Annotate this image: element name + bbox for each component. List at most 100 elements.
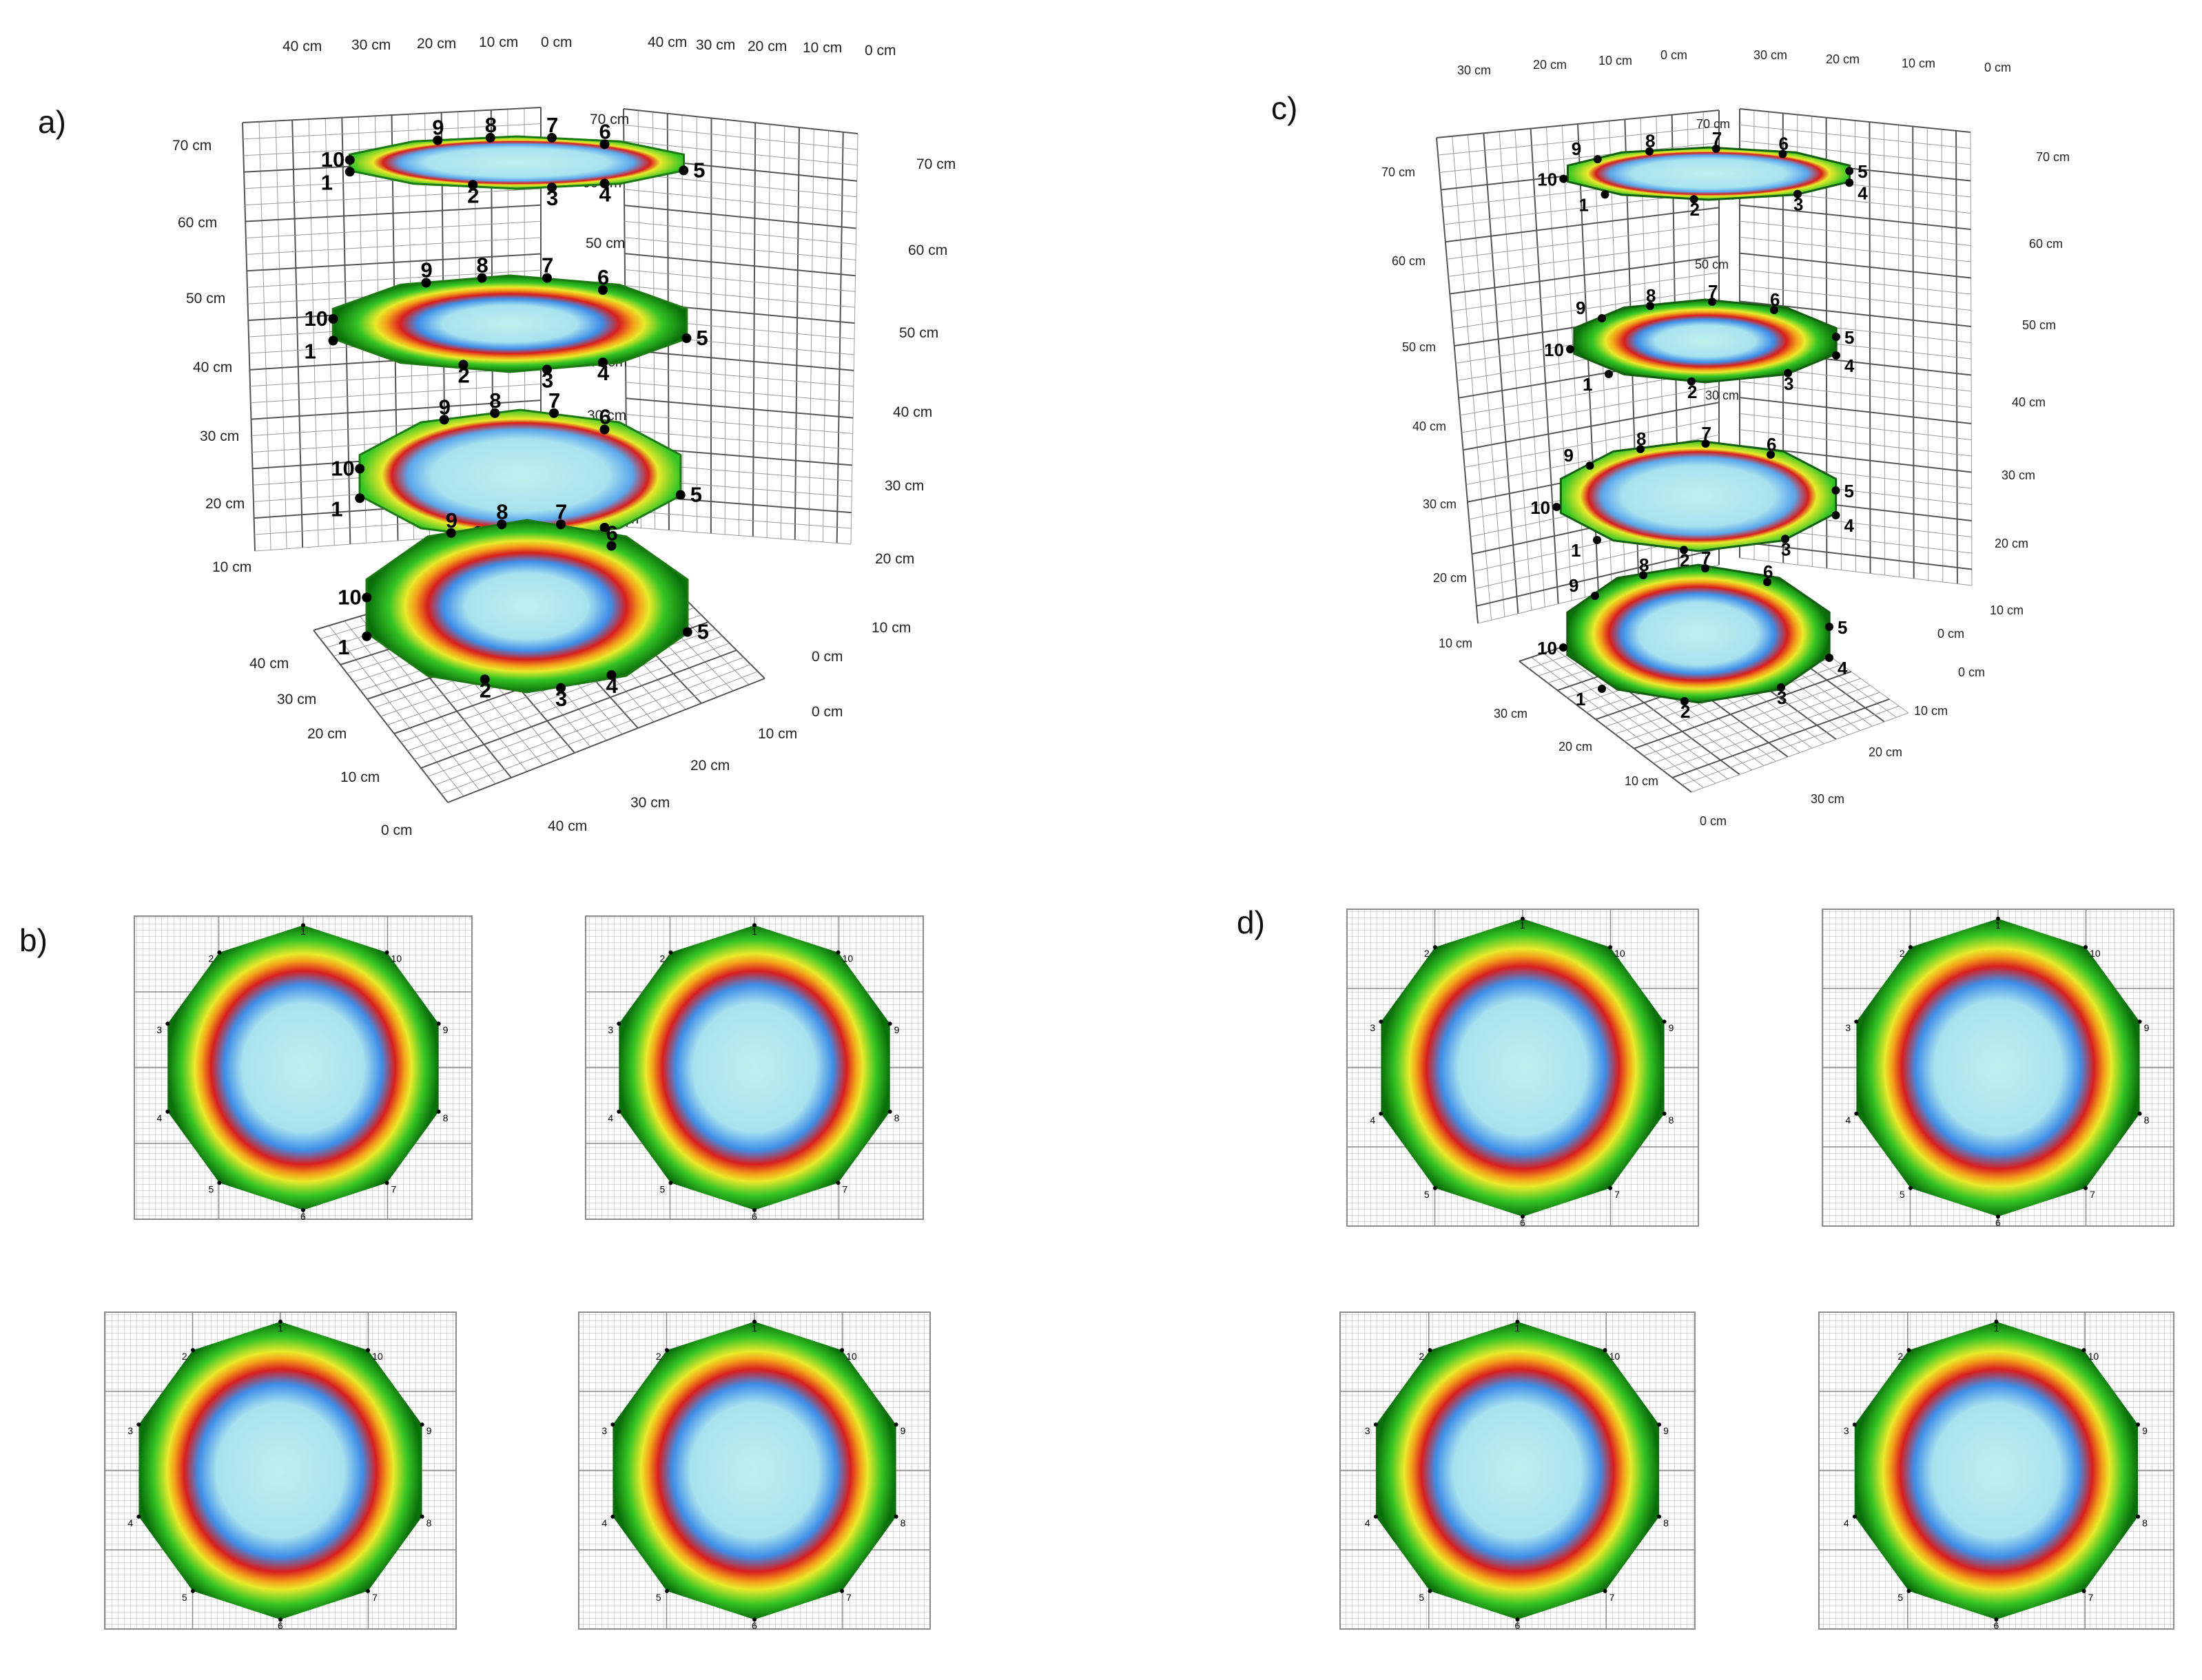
sensor-number: 10 (338, 585, 361, 610)
panel-a-3d-plot: 40 cm 30 cm 20 cm 10 cm 0 cm 40 cm 30 cm 20 cm 1… (172, 34, 956, 838)
sensor-marker (610, 1514, 615, 1519)
sensor-number: 6 (1767, 434, 1776, 455)
sensor-marker (1906, 1588, 1911, 1593)
axis-tick-label: 40 cm (1412, 419, 1446, 433)
sensor-number: 8 (1646, 285, 1656, 306)
sensor-marker (752, 923, 757, 928)
sensor-marker (1559, 174, 1568, 183)
sensor-marker (1852, 1514, 1857, 1519)
sensor-marker (1598, 685, 1606, 693)
sensor-number: 7 (555, 499, 567, 523)
sensor-marker (384, 1181, 389, 1185)
sensor-number: 7 (391, 1183, 397, 1194)
sensor-marker (1680, 697, 1689, 705)
axis-tick-label: 0 cm (865, 43, 896, 59)
sensor-marker (480, 674, 490, 685)
sensor-number: 8 (1639, 554, 1649, 575)
axis-tick-label: 10 cm (758, 726, 797, 742)
axis-tick-label: 20 cm (748, 39, 787, 54)
axis-tick-label: 60 cm (178, 215, 217, 231)
sensor-marker (668, 1181, 673, 1185)
sensor-marker (1908, 1185, 1913, 1190)
sensor-marker (1645, 147, 1654, 156)
sensor-number: 3 (1370, 1022, 1375, 1033)
sensor-marker (1662, 1111, 1667, 1116)
sensor-marker (1708, 298, 1716, 306)
sensor-number: 2 (182, 1351, 187, 1362)
sensor-number: 10 (1537, 169, 1557, 190)
sensor-marker (1680, 546, 1688, 554)
sensor-marker (1793, 189, 1802, 198)
sensor-marker (1778, 149, 1787, 158)
axis-tick-label: 10 cm (1439, 636, 1472, 650)
sensor-number: 4 (608, 1112, 613, 1123)
sensor-number: 10 (1609, 1351, 1620, 1362)
sensor-number: 2 (1897, 1351, 1903, 1362)
sensor-marker (1994, 1319, 1999, 1324)
sensor-number: 7 (2088, 1592, 2094, 1603)
sensor-marker (433, 135, 443, 145)
axis-tick-label: 40 cm (893, 404, 932, 420)
sensor-marker (362, 631, 372, 641)
sensor-number: 7 (846, 1592, 852, 1603)
panel-d-map-1: 1 10 9 8 7 6 5 4 3 2 (1346, 909, 1699, 1228)
sensor-number: 5 (690, 483, 702, 507)
panel-label-b: b) (19, 922, 48, 958)
sensor-number: 2 (1690, 199, 1700, 220)
axis-tick-label: 20 cm (690, 758, 730, 774)
sensor-marker (598, 285, 608, 295)
sensor-marker (1854, 1019, 1859, 1024)
sensor-number: 2 (1424, 948, 1430, 959)
sensor-marker (1845, 178, 1854, 187)
axis-tick-label: 10 cm (212, 559, 251, 575)
axis-tick-label: 60 cm (908, 242, 947, 258)
axis-tick-label: 20 cm (205, 496, 245, 512)
sensor-marker (840, 1588, 845, 1593)
panel-a-slice: 1 2 3 4 5 6 7 8 9 10 (321, 113, 706, 210)
sensor-number: 9 (1663, 1425, 1669, 1436)
axis-tick-label: 50 cm (899, 325, 938, 341)
axis-tick-label: 0 cm (1700, 814, 1727, 828)
axis-tick-label: 0 cm (1958, 665, 1985, 679)
sensor-marker (420, 1514, 424, 1519)
sensor-number: 6 (752, 1211, 757, 1222)
sensor-marker (1852, 1422, 1857, 1427)
sensor-number: 6 (1770, 289, 1780, 310)
sensor-number: 4 (599, 182, 612, 206)
sensor-number: 9 (439, 395, 451, 419)
sensor-marker (1845, 167, 1854, 176)
sensor-marker (840, 1348, 845, 1353)
axis-tick-label: 70 cm (172, 138, 212, 154)
axis-tick-label: 30 cm (1705, 388, 1739, 402)
sensor-marker (278, 1319, 282, 1324)
sensor-number: 5 (208, 1183, 214, 1194)
sensor-marker (420, 1422, 424, 1427)
axis-tick-label: 30 cm (1753, 48, 1787, 62)
sensor-number: 1 (1576, 689, 1585, 709)
sensor-number: 10 (372, 1351, 383, 1362)
sensor-number: 6 (597, 265, 609, 289)
axis-tick-label: 70 cm (2036, 150, 2070, 164)
sensor-number: 2 (467, 183, 479, 207)
panel-d-map-3: 1 10 9 8 7 6 5 4 3 2 (1339, 1311, 1696, 1631)
axis-tick-label: 30 cm (277, 692, 316, 707)
sensor-marker (1515, 1319, 1520, 1324)
axis-tick-label: 20 cm (1433, 571, 1467, 585)
sensor-number: 10 (1544, 340, 1564, 360)
sensor-marker (1770, 306, 1778, 314)
axis-tick-label: 0 cm (1660, 48, 1687, 62)
sensor-number: 9 (446, 508, 457, 532)
sensor-marker (675, 490, 686, 500)
sensor-marker (344, 167, 355, 177)
axis-tick-label: 30 cm (630, 795, 670, 811)
sensor-number: 8 (894, 1112, 900, 1123)
sensor-marker (894, 1514, 898, 1519)
sensor-number: 3 (1844, 1425, 1849, 1436)
sensor-number: 4 (156, 1112, 162, 1123)
sensor-marker (1657, 1422, 1662, 1427)
sensor-number: 2 (659, 953, 665, 964)
sensor-marker (1379, 1111, 1383, 1116)
sensor-marker (384, 950, 389, 955)
sensor-number: 5 (1844, 327, 1854, 348)
sensor-marker (2136, 1422, 2141, 1427)
